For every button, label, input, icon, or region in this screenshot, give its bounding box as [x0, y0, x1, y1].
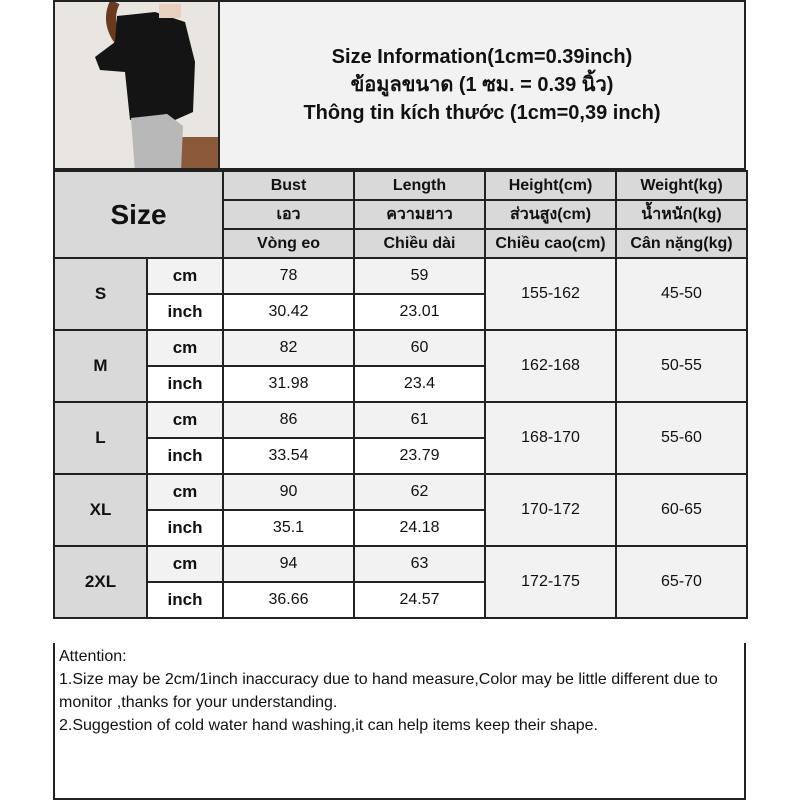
bust-cm: 82 — [222, 329, 355, 367]
length-inch: 23.79 — [353, 437, 486, 475]
bust-cm: 78 — [222, 257, 355, 295]
product-photo — [53, 0, 220, 170]
title-thai: ข้อมูลขนาด (1 ซม. = 0.39 นิ้ว) — [350, 74, 614, 96]
table-row-cm: S cm 78 59 155-162 45-50 — [53, 257, 748, 331]
table-row-inch: inch 36.66 24.57 — [54, 581, 747, 619]
size-label: XL — [53, 473, 148, 547]
length-cm: 60 — [353, 329, 486, 367]
unit-inch: inch — [146, 581, 224, 619]
size-chart-table: Size Bust Length Height(cm) Weight(kg) เ… — [53, 170, 748, 619]
unit-cm: cm — [146, 329, 224, 367]
unit-cm: cm — [146, 401, 224, 439]
height-range: 155-162 — [484, 257, 617, 331]
bust-inch: 35.1 — [222, 509, 355, 547]
unit-cm: cm — [146, 545, 224, 583]
weight-range: 55-60 — [615, 401, 748, 475]
attention-heading: Attention: — [59, 648, 127, 665]
header-length-vi: Chiều dài — [353, 228, 486, 259]
table-row-cm: 2XL cm 94 63 172-175 65-70 — [53, 545, 748, 619]
height-range: 162-168 — [484, 329, 617, 403]
unit-inch: inch — [146, 509, 224, 547]
bust-cm: 86 — [222, 401, 355, 439]
unit-inch: inch — [146, 437, 224, 475]
length-inch: 24.18 — [353, 509, 486, 547]
size-label: M — [53, 329, 148, 403]
header-length-th: ความยาว — [353, 199, 486, 230]
bust-cm: 94 — [222, 545, 355, 583]
weight-range: 60-65 — [615, 473, 748, 547]
table-row-inch: inch 33.54 23.79 — [54, 437, 747, 475]
header-bust-th: เอว — [222, 199, 355, 230]
size-label: 2XL — [53, 545, 148, 619]
table-row-cm: XL cm 90 62 170-172 60-65 — [53, 473, 748, 547]
height-range: 168-170 — [484, 401, 617, 475]
header-weight-vi: Cân nặng(kg) — [615, 228, 748, 259]
size-label: S — [53, 257, 148, 331]
length-cm: 59 — [353, 257, 486, 295]
length-cm: 62 — [353, 473, 486, 511]
length-inch: 23.01 — [353, 293, 486, 331]
unit-inch: inch — [146, 365, 224, 403]
header-bust-en: Bust — [222, 170, 355, 201]
size-information-title: Size Information(1cm=0.39inch) ข้อมูลขนา… — [220, 0, 746, 170]
header-height-en: Height(cm) — [484, 170, 617, 201]
header-height-vi: Chiều cao(cm) — [484, 228, 617, 259]
header-bust-vi: Vòng eo — [222, 228, 355, 259]
header-height-th: ส่วนสูง(cm) — [484, 199, 617, 230]
header-length-en: Length — [353, 170, 486, 201]
table-row-inch: inch 31.98 23.4 — [54, 365, 747, 403]
weight-range: 65-70 — [615, 545, 748, 619]
length-inch: 24.57 — [353, 581, 486, 619]
length-cm: 63 — [353, 545, 486, 583]
attention-notes: Attention: 1.Size may be 2cm/1inch inacc… — [53, 643, 746, 800]
size-label: L — [53, 401, 148, 475]
bust-inch: 33.54 — [222, 437, 355, 475]
attention-note-1: 1.Size may be 2cm/1inch inaccuracy due t… — [59, 671, 723, 711]
table-row-inch: inch 30.42 23.01 — [54, 293, 747, 331]
title-vietnamese: Thông tin kích thước (1cm=0,39 inch) — [303, 102, 661, 124]
attention-note-2: 2.Suggestion of cold water hand washing,… — [59, 717, 598, 734]
table-row-cm: L cm 86 61 168-170 55-60 — [53, 401, 748, 475]
bust-inch: 36.66 — [222, 581, 355, 619]
weight-range: 45-50 — [615, 257, 748, 331]
length-cm: 61 — [353, 401, 486, 439]
header-weight-th: น้ำหนัก(kg) — [615, 199, 748, 230]
header-weight-en: Weight(kg) — [615, 170, 748, 201]
height-range: 170-172 — [484, 473, 617, 547]
bust-inch: 31.98 — [222, 365, 355, 403]
height-range: 172-175 — [484, 545, 617, 619]
size-header: Size — [53, 170, 224, 259]
weight-range: 50-55 — [615, 329, 748, 403]
unit-inch: inch — [146, 293, 224, 331]
unit-cm: cm — [146, 257, 224, 295]
model-illustration — [55, 2, 218, 168]
title-english: Size Information(1cm=0.39inch) — [331, 46, 633, 68]
table-row-cm: M cm 82 60 162-168 50-55 — [53, 329, 748, 403]
unit-cm: cm — [146, 473, 224, 511]
table-row-inch: inch 35.1 24.18 — [54, 509, 747, 547]
bust-cm: 90 — [222, 473, 355, 511]
bust-inch: 30.42 — [222, 293, 355, 331]
length-inch: 23.4 — [353, 365, 486, 403]
